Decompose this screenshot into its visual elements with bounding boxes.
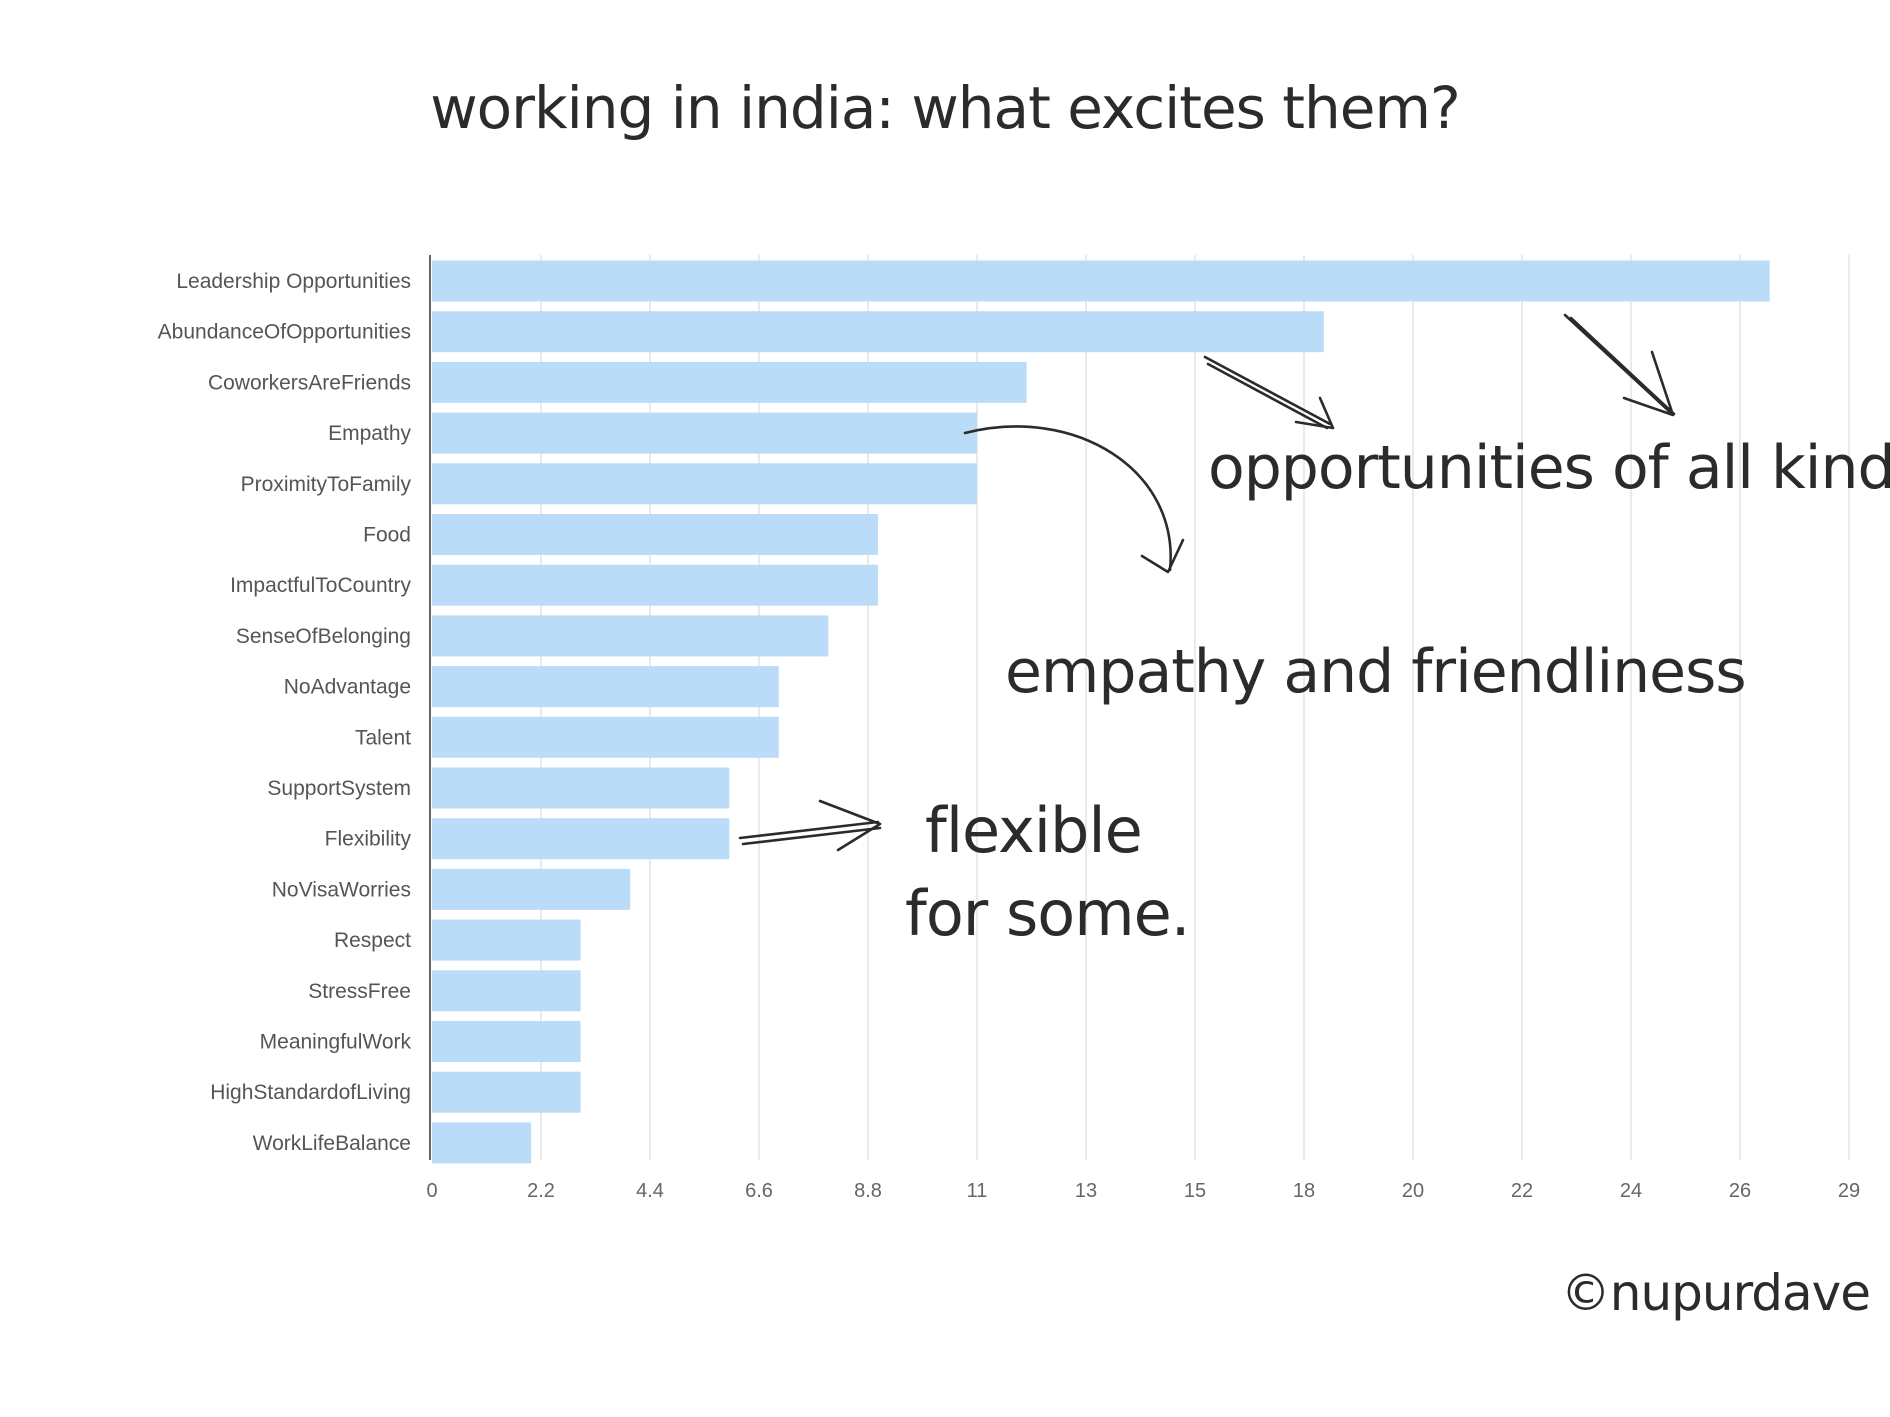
category-label: SupportSystem <box>267 777 411 800</box>
category-labels: Leadership Opportunities AbundanceOfOppor… <box>158 270 412 1155</box>
bar <box>432 666 779 708</box>
annotation-empathy: empathy and friendliness <box>1005 637 1746 707</box>
category-label: HighStandardofLiving <box>210 1081 411 1104</box>
category-label: AbundanceOfOpportunities <box>158 321 411 344</box>
x-tick-label: 15 <box>1184 1180 1206 1202</box>
x-tick-label: 2.2 <box>527 1180 555 1202</box>
category-label: Respect <box>334 929 411 952</box>
x-tick-label: 0 <box>426 1180 437 1202</box>
x-tick-label: 6.6 <box>745 1180 773 1202</box>
category-label: NoAdvantage <box>284 676 411 699</box>
x-tick-label: 8.8 <box>854 1180 882 1202</box>
x-tick-label: 29 <box>1838 1180 1860 1202</box>
bar <box>432 260 1770 302</box>
x-tick-label: 22 <box>1511 1180 1533 1202</box>
bar <box>432 1021 581 1062</box>
category-label: StressFree <box>308 980 411 1003</box>
bar <box>432 1071 581 1113</box>
grid-lines <box>540 255 1850 1160</box>
bar <box>432 970 581 1012</box>
bar <box>432 412 977 454</box>
arrow-opportunities-left <box>1203 355 1335 430</box>
arrow-flexible <box>738 799 882 852</box>
bar <box>432 311 1324 353</box>
category-label: Leadership Opportunities <box>176 270 411 293</box>
annotation-flexible-line2: for some. <box>905 877 1189 950</box>
category-label: ImpactfulToCountry <box>230 574 411 597</box>
x-tick-label: 4.4 <box>636 1180 664 1202</box>
category-label: NoVisaWorries <box>272 878 411 901</box>
x-tick-labels: 0 2.2 4.4 6.6 8.8 11 13 15 18 20 22 24 26 29 <box>426 1180 1860 1202</box>
bar <box>432 514 878 555</box>
category-label: ProximityToFamily <box>241 473 412 496</box>
bar <box>432 564 878 606</box>
category-label: MeaningfulWork <box>260 1031 412 1054</box>
bar <box>432 716 779 758</box>
category-label: Food <box>363 524 411 547</box>
category-label: Talent <box>355 726 411 749</box>
chart-title: working in india: what excites them? <box>430 74 1460 142</box>
bar <box>432 868 631 910</box>
x-tick-label: 24 <box>1620 1180 1642 1202</box>
bar <box>432 767 730 809</box>
arrow-empathy <box>963 425 1185 574</box>
bars <box>432 260 1770 1164</box>
arrow-opportunities-right <box>1563 313 1676 417</box>
category-label: SenseOfBelonging <box>236 625 411 648</box>
category-label: Empathy <box>328 422 411 445</box>
x-tick-label: 18 <box>1293 1180 1315 1202</box>
category-label: WorkLifeBalance <box>253 1132 411 1155</box>
category-label: Flexibility <box>325 828 412 851</box>
bar <box>432 818 730 860</box>
x-tick-label: 20 <box>1402 1180 1424 1202</box>
bar <box>432 615 829 657</box>
category-label: CoworkersAreFriends <box>208 371 411 394</box>
credit-signature: ©nupurdave <box>1561 1264 1870 1322</box>
bar <box>432 361 1027 403</box>
x-tick-label: 11 <box>967 1180 988 1202</box>
bar <box>432 919 581 961</box>
bar <box>432 463 977 505</box>
bar <box>432 1122 532 1164</box>
x-tick-label: 26 <box>1729 1180 1751 1202</box>
annotation-opportunities: opportunities of all kinds! <box>1208 433 1890 503</box>
x-tick-label: 13 <box>1075 1180 1097 1202</box>
annotation-flexible-line1: flexible <box>925 794 1142 867</box>
